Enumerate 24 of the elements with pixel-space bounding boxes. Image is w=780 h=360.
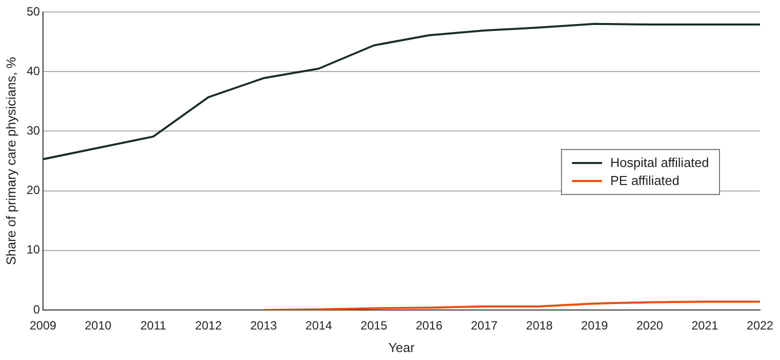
x-tick-label: 2015 bbox=[360, 318, 388, 333]
x-tick-label: 2018 bbox=[526, 318, 554, 333]
x-tick-label: 2012 bbox=[195, 318, 222, 333]
y-tick-label: 40 bbox=[26, 64, 40, 78]
legend-label: Hospital affiliated bbox=[610, 154, 709, 172]
x-axis-title: Year bbox=[388, 340, 416, 355]
x-tick-label: 2021 bbox=[691, 318, 719, 333]
y-tick-label: 0 bbox=[33, 302, 40, 316]
y-tick-label: 20 bbox=[26, 183, 40, 198]
x-tick-label: 2019 bbox=[581, 318, 608, 333]
x-tick-label: 2022 bbox=[746, 318, 774, 333]
x-tick-label: 2020 bbox=[636, 318, 664, 333]
x-tick-label: 2016 bbox=[416, 318, 443, 333]
x-tick-label: 2010 bbox=[84, 318, 112, 333]
y-tick-label: 30 bbox=[26, 124, 40, 138]
y-tick-label: 50 bbox=[26, 4, 40, 18]
x-tick-label: 2009 bbox=[30, 318, 57, 333]
y-axis-title: Share of primary care physicians, % bbox=[3, 56, 18, 266]
x-tick-label: 2014 bbox=[305, 318, 332, 333]
legend-label: PE affiliated bbox=[610, 172, 680, 190]
x-tick-label: 2017 bbox=[470, 318, 498, 333]
y-tick-label: 10 bbox=[26, 242, 40, 257]
x-tick-label: 2013 bbox=[250, 318, 278, 333]
x-tick-label: 2011 bbox=[140, 318, 166, 333]
